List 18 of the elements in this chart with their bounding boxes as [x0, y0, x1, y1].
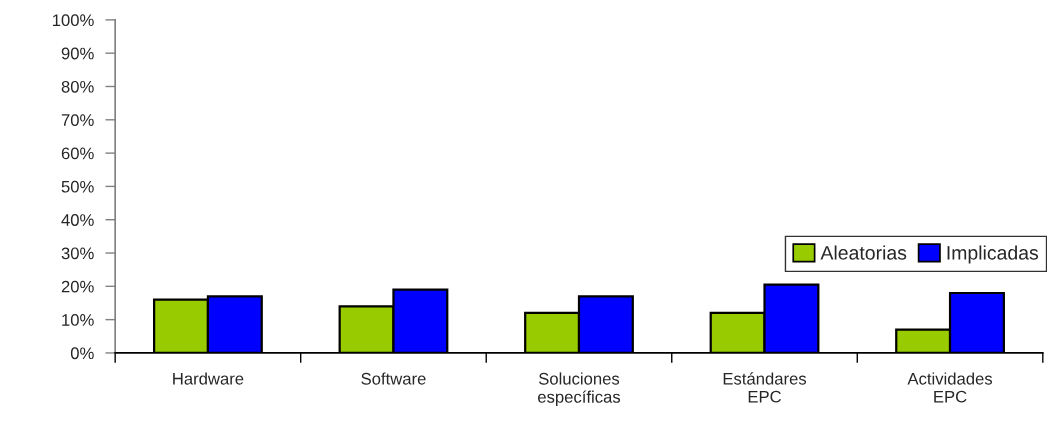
x-tick-label: Actividades EPC: [907, 372, 993, 403]
x-tick-label: Software: [361, 372, 426, 385]
y-tick-label: 20%: [61, 280, 94, 293]
y-tick-label: 80%: [61, 80, 94, 93]
y-tick-label: 10%: [62, 314, 94, 326]
y-tick-label: 60%: [61, 147, 94, 160]
x-tick-label: Soluciones específicas: [538, 372, 621, 407]
y-tick-label: 30%: [61, 247, 94, 260]
y-tick-label: 0%: [70, 347, 94, 360]
x-tick-label: Hardware: [173, 372, 244, 385]
y-tick-label: 40%: [61, 214, 94, 226]
legend-label: Aleatorias: [820, 245, 907, 260]
y-tick-label: 50%: [61, 180, 94, 193]
y-tick-label: 90%: [61, 47, 94, 60]
legend-label: Implicadas: [947, 245, 1039, 264]
y-tick-label: 70%: [61, 114, 94, 126]
y-tick-label: 100%: [52, 14, 94, 27]
x-tick-label: Estándares EPC: [723, 372, 807, 403]
